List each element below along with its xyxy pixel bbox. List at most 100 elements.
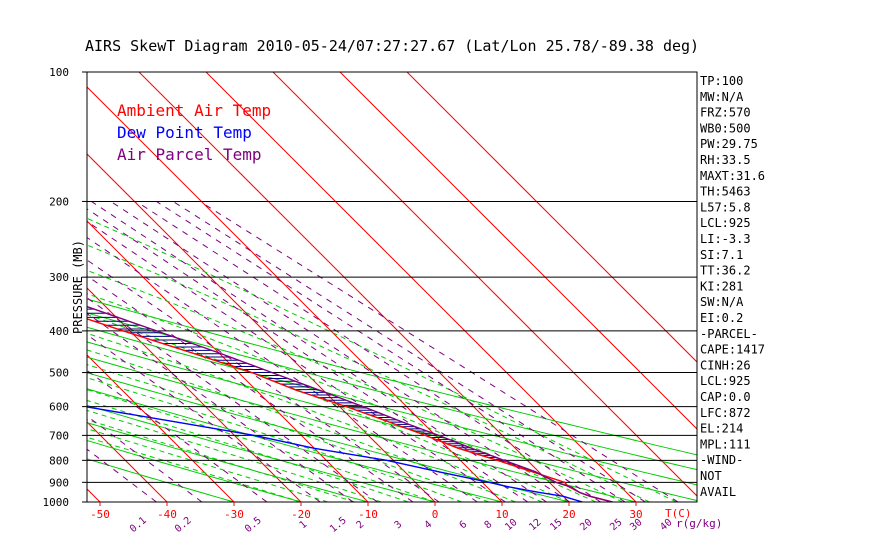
sounding-lines (87, 305, 613, 502)
axis-ticks: 1002003004005006007008009001000PRESSURE … (43, 66, 723, 535)
stability-index: PW:29.75 (700, 137, 758, 151)
pressure-tick-label: 900 (49, 476, 69, 489)
mixing-ratio-line (172, 201, 646, 502)
isotherm-line (87, 354, 235, 502)
moist-adiabat-line (87, 428, 328, 502)
mixing-ratio-tick-label: 1.5 (328, 515, 349, 535)
mixing-ratio-axis-label: r(g/kg) (676, 517, 722, 530)
bottom-temp-tick-label: 0 (432, 508, 439, 521)
stability-index: MAXT:31.6 (700, 169, 765, 183)
mixing-ratio-line (87, 415, 203, 502)
mixing-ratio-tick-label: 0.5 (243, 515, 264, 535)
dry-adiabat-line (87, 312, 697, 471)
mixing-ratio-tick-label: 2 (355, 519, 367, 531)
mixing-ratio-line (87, 259, 440, 502)
isotherm-line (272, 72, 697, 497)
stability-index: LCL:925 (700, 216, 751, 230)
x-axis-label: T(C) (665, 507, 692, 520)
isotherm-line (0, 72, 33, 502)
stability-index: -PARCEL- (700, 327, 758, 341)
stability-index: CAP:0.0 (700, 390, 751, 404)
air-parcel-templine (87, 305, 613, 502)
stability-index: LCL:925 (700, 374, 751, 388)
stability-index: CAPE:1417 (700, 343, 765, 357)
pressure-tick-label: 300 (49, 271, 69, 284)
isotherm-line (406, 72, 697, 363)
mixing-ratio-tick-label: 12 (527, 517, 543, 533)
mixing-ratio-line (199, 201, 679, 502)
bottom-temp-tick-label: -20 (291, 508, 311, 521)
dry-adiabat-line (87, 341, 697, 502)
stability-index: FRZ:570 (700, 106, 751, 120)
mixing-ratio-tick-label: 25 (608, 517, 624, 533)
bottom-temp-tick-label: 30 (629, 508, 642, 521)
legend-item: Ambient Air Temp (117, 101, 271, 120)
bottom-temp-tick-label: 10 (495, 508, 508, 521)
stability-index: TP:100 (700, 74, 743, 88)
pressure-tick-label: 1000 (43, 496, 70, 509)
isotherm-line (87, 287, 302, 502)
pressure-tick-label: 100 (49, 66, 69, 79)
y-axis-label: PRESSURE (MB) (71, 240, 85, 334)
mixing-ratio-tick-label: 6 (458, 519, 470, 531)
dry-adiabat-line (87, 356, 637, 502)
stability-index: MW:N/A (700, 90, 744, 104)
isotherm-line (339, 72, 697, 430)
stability-index: SW:N/A (700, 295, 744, 309)
pressure-tick-label: 400 (49, 325, 69, 338)
bottom-temp-tick-label: -10 (358, 508, 378, 521)
mixing-ratio-line (87, 369, 268, 502)
legend-item: Dew Point Temp (117, 123, 252, 142)
bottom-temp-tick-label: 20 (562, 508, 575, 521)
mixing-ratio-line (87, 312, 354, 502)
stability-index: KI:281 (700, 279, 743, 293)
mixing-ratio-tick-label: 20 (578, 517, 594, 533)
stability-index: MPL:111 (700, 437, 751, 451)
legend: Ambient Air Temp Dew Point Temp Air Parcel… (117, 101, 271, 164)
bottom-temp-tick-label: -40 (157, 508, 177, 521)
stability-index: TH:5463 (700, 185, 751, 199)
stability-index: RH:33.5 (700, 153, 751, 167)
mixing-ratio-line (87, 297, 378, 502)
moist-adiabat-line (87, 364, 489, 502)
dry-adiabat-line (87, 372, 570, 502)
ambient-air-templine (87, 318, 613, 502)
stability-index: TT:36.2 (700, 264, 751, 278)
mixing-ratio-tick-label: 3 (393, 519, 405, 531)
stability-index: WB0:500 (700, 121, 751, 135)
stability-index: LFC:872 (700, 406, 751, 420)
mixing-ratio-line (156, 201, 626, 502)
mixing-ratio-line (91, 201, 547, 502)
mixing-ratio-tick-label: 1 (298, 519, 310, 531)
pressure-tick-label: 500 (49, 367, 69, 380)
bottom-temp-tick-label: -30 (224, 508, 244, 521)
stability-index: SI:7.1 (700, 248, 743, 262)
isotherm-line (138, 72, 570, 502)
pressure-tick-label: 700 (49, 429, 69, 442)
dry-adiabat-line (87, 298, 697, 456)
isotherm-line (87, 220, 369, 502)
pressure-tick-label: 200 (49, 195, 69, 208)
pressure-tick-label: 600 (49, 401, 69, 414)
stability-index: EI:0.2 (700, 311, 743, 325)
mixing-ratio-line (87, 220, 506, 502)
mixing-ratio-line (110, 201, 571, 502)
dry-adiabat-line (87, 404, 436, 502)
stability-index: NOT (700, 469, 722, 483)
chart-title: AIRS SkewT Diagram 2010-05-24/07:27:27.6… (85, 37, 700, 55)
stability-index: -WIND- (700, 453, 743, 467)
mixing-ratio-tick-label: 0.1 (128, 515, 149, 535)
stability-index: CINH:26 (700, 358, 751, 372)
mixing-ratio-tick-label: 8 (483, 519, 495, 531)
stability-index: L57:5.8 (700, 200, 751, 214)
plot-frame (86, 71, 698, 503)
isotherm-line (87, 421, 168, 502)
stability-index: EL:214 (700, 422, 743, 436)
stability-index: AVAIL (700, 485, 736, 499)
moist-adiabat-line (87, 436, 302, 502)
mixing-ratio-line (87, 236, 478, 502)
stability-index: LI:-3.3 (700, 232, 751, 246)
